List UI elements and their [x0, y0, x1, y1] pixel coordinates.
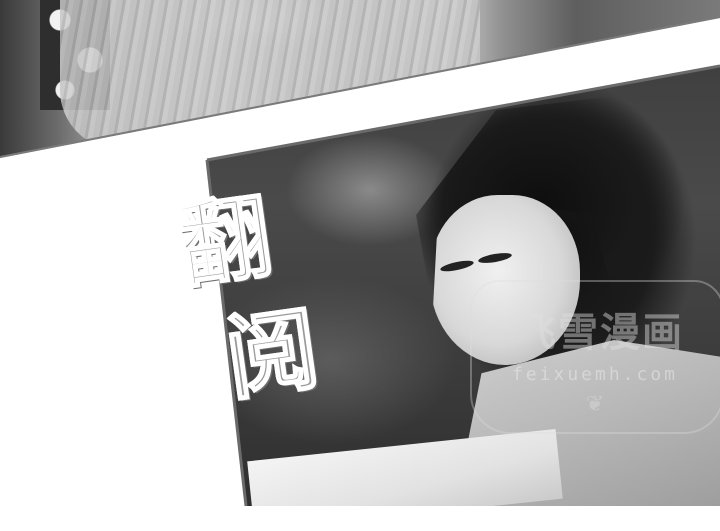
- watermark-frame: [470, 280, 720, 434]
- letter-paper: [247, 428, 563, 506]
- watermark-url: feixuemh.com: [511, 364, 679, 385]
- watermark-logo: 飞雪漫画: [516, 310, 684, 356]
- watermark: 飞雪漫画 feixuemh.com ❦: [470, 280, 720, 440]
- watermark-ornament-icon: ❦: [585, 392, 605, 417]
- title-char-2: 阅: [218, 294, 326, 415]
